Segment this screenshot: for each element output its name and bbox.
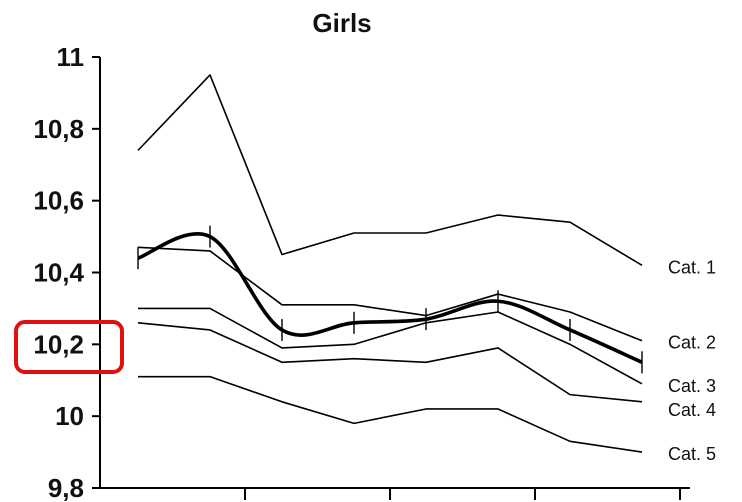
y-tick-label: 9,8 bbox=[48, 473, 84, 502]
mean-series-line bbox=[137, 232, 643, 364]
y-tick-label: 10,8 bbox=[33, 114, 84, 144]
series-lines bbox=[137, 74, 643, 453]
y-tick-label: 10,6 bbox=[33, 186, 84, 216]
chart-title: Girls bbox=[312, 8, 371, 38]
y-tick-label: 10,4 bbox=[33, 258, 84, 288]
series-label: Cat. 4 bbox=[668, 400, 716, 420]
series-line bbox=[138, 375, 643, 453]
series-line bbox=[138, 307, 643, 385]
y-axis-ticks: 9,8 10 10,2 10,4 10,6 10,8 11 bbox=[33, 42, 100, 502]
series-labels: Cat. 1 Cat. 2 Cat. 3 Cat. 4 Cat. 5 bbox=[668, 257, 716, 464]
y-tick-label: 10 bbox=[55, 401, 84, 431]
series-line bbox=[137, 74, 643, 267]
highlight-box bbox=[14, 320, 124, 374]
series-label: Cat. 1 bbox=[668, 257, 716, 277]
y-tick-label: 10,2 bbox=[33, 329, 84, 359]
series-label: Cat. 3 bbox=[668, 376, 716, 396]
series-label: Cat. 2 bbox=[668, 333, 716, 353]
series-line bbox=[137, 246, 643, 342]
y-tick-label: 11 bbox=[57, 42, 85, 72]
series-label: Cat. 5 bbox=[668, 444, 716, 464]
series-line bbox=[137, 321, 643, 403]
axes bbox=[99, 57, 690, 500]
